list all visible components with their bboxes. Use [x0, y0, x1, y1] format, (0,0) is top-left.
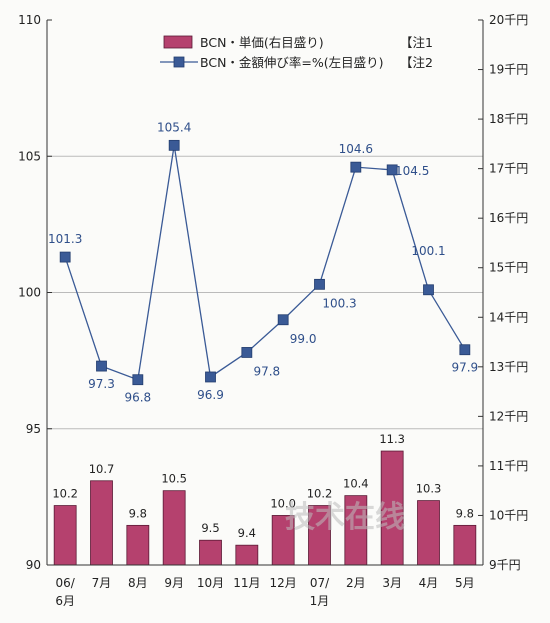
line-point — [314, 278, 325, 290]
legend-note-1: 【注1 — [400, 35, 433, 50]
y-right-tick-label: 20千円 — [489, 13, 528, 27]
y-right-tick-label: 14千円 — [489, 310, 528, 324]
bar-data-label: 10.3 — [416, 482, 442, 496]
legend-label-line: BCN・金額伸び率=%(左目盛り) — [200, 55, 384, 70]
line-point — [241, 347, 253, 358]
bar — [53, 505, 77, 566]
bar — [126, 524, 150, 566]
x-tick-label: 9月 — [164, 576, 184, 590]
x-tick-label: 5月 — [455, 576, 475, 590]
bar-data-label: 10.2 — [52, 487, 78, 501]
y-left-tick-label: 110 — [18, 13, 41, 27]
legend-line-marker — [173, 56, 185, 68]
y-left-tick-label: 95 — [26, 422, 41, 436]
bar — [162, 490, 186, 566]
y-left-tick-label: 100 — [18, 286, 41, 300]
x-tick-label: 12月 — [270, 576, 297, 590]
line-point — [277, 314, 289, 326]
bar-series — [53, 450, 477, 566]
y-right-tick-label: 16千円 — [489, 211, 528, 225]
line-data-label: 100.1 — [411, 244, 445, 258]
legend-note-2: 【注2 — [400, 55, 433, 70]
y-left-tick-label: 105 — [18, 149, 41, 163]
y-right-tick-label: 12千円 — [489, 409, 528, 423]
line-point — [59, 251, 71, 263]
line-point — [423, 284, 434, 296]
x-tick-label: 7月 — [92, 576, 112, 590]
line-data-label: 97.9 — [451, 361, 478, 375]
bar-data-label: 10.0 — [270, 496, 296, 510]
bar — [199, 539, 222, 566]
line-data-label: 97.3 — [88, 377, 115, 391]
y-right-tick-label: 13千円 — [489, 360, 528, 374]
y-right-tick-label: 18千円 — [489, 112, 528, 126]
line-data-label: 104.6 — [339, 142, 373, 156]
bar-data-label: 11.3 — [379, 432, 405, 446]
y-right-tick-label: 17千円 — [489, 162, 528, 176]
line-point — [350, 161, 362, 173]
y-left-tick-label: 90 — [26, 558, 41, 572]
line-data-label: 100.3 — [322, 296, 356, 310]
x-tick-label: 2月 — [346, 576, 366, 590]
line-data-label: 96.9 — [197, 388, 224, 402]
data-labels: 10.2 10.7 9.8 10.5 9.5 9.4 10.0 10.2 10.4 11.3 10.… — [48, 120, 478, 540]
y-right-tick-label: 19千円 — [489, 63, 528, 77]
line-path — [64, 145, 466, 381]
bar-data-label: 10.7 — [89, 462, 115, 476]
bar-data-label: 10.4 — [343, 477, 369, 491]
bar-data-label: 10.5 — [161, 472, 187, 486]
x-tick-label: 8月 — [128, 576, 148, 590]
line-data-label: 99.0 — [290, 332, 317, 346]
x-tick-label: 10月 — [197, 576, 224, 590]
x-tick-label: 4月 — [419, 576, 439, 590]
legend-label-bar: BCN・単価(右目盛り) — [200, 35, 324, 50]
gridlines — [47, 155, 483, 430]
bar — [235, 544, 259, 566]
bar-data-label: 9.8 — [129, 506, 147, 520]
line-point — [205, 371, 216, 383]
y-right-tick-label: 11千円 — [489, 459, 528, 473]
line-point — [386, 164, 398, 176]
legend-bar-swatch — [163, 35, 193, 49]
bar — [453, 524, 477, 566]
x-tick-label: 11月 — [233, 576, 260, 590]
bar — [90, 480, 113, 566]
line-data-label: 104.5 — [395, 164, 429, 178]
bar — [417, 500, 440, 566]
bar-data-label: 9.4 — [238, 526, 256, 540]
line-data-label: 96.8 — [124, 391, 151, 405]
bar-data-label: 10.2 — [307, 487, 333, 501]
line-point — [132, 374, 144, 386]
y-right-tick-label: 15千円 — [489, 261, 528, 275]
watermark: 技术在线 — [285, 500, 405, 535]
y-right-tick-label: 9千円 — [489, 558, 521, 572]
bar-data-label: 9.8 — [456, 506, 474, 520]
bar-data-label: 9.5 — [201, 521, 219, 535]
x-tick-label: 07/1月 — [310, 576, 330, 608]
line-data-label: 105.4 — [157, 120, 191, 134]
line-data-label: 101.3 — [48, 232, 82, 246]
legend: BCN・単価(右目盛り) 【注1 BCN・金額伸び率=%(左目盛り) 【注2 — [160, 35, 433, 70]
line-point — [459, 344, 471, 356]
line-point — [96, 360, 107, 372]
line-series — [59, 139, 471, 386]
x-tick-label: 06/6月 — [55, 576, 75, 608]
line-data-label: 97.8 — [253, 364, 280, 378]
line-point — [168, 139, 180, 151]
y-right-tick-label: 10千円 — [489, 508, 528, 522]
axes: 90 95 100 105 110 9千円 10千円 11千円 12千円 13千円 14千円 15千円… — [18, 13, 528, 608]
x-tick-label: 3月 — [382, 576, 402, 590]
